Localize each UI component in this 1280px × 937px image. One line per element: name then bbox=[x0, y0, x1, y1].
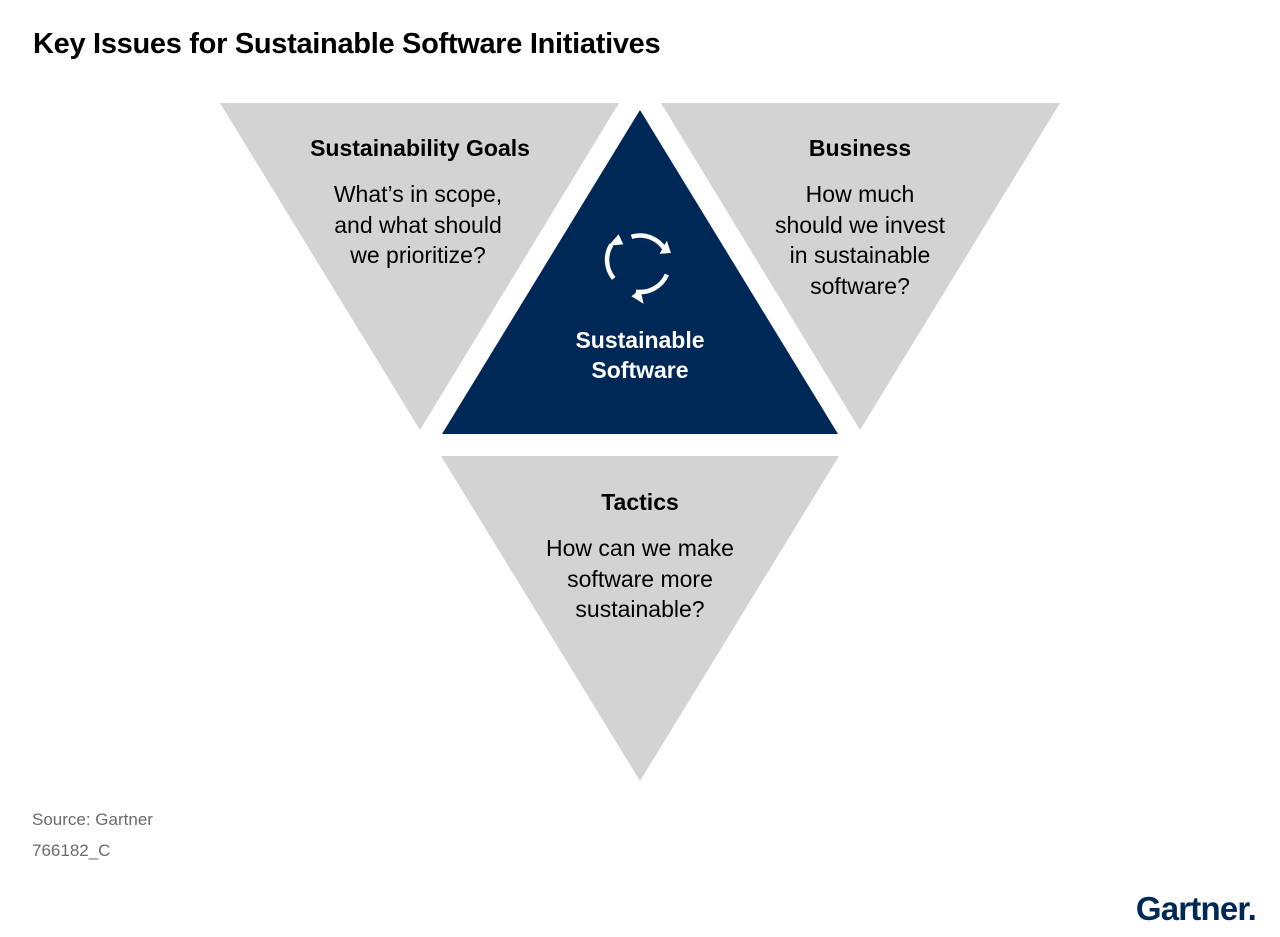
sustainability-goals-triangle bbox=[220, 103, 619, 430]
sustainability-goals-question: What’s in scope, and what should we prio… bbox=[333, 181, 503, 268]
sustainability-goals-heading: Sustainability Goals bbox=[310, 135, 530, 161]
gartner-logo-dot: . bbox=[1247, 890, 1257, 927]
business-heading: Business bbox=[808, 135, 912, 161]
gartner-logo: Gartner. bbox=[1135, 890, 1257, 928]
recycle-arrows-icon bbox=[604, 233, 671, 304]
tactics-question: How can we make software more sustainabl… bbox=[546, 535, 734, 622]
business-question: How much should we invest in sustainable… bbox=[774, 181, 946, 299]
tactics-heading: Tactics bbox=[601, 489, 679, 515]
gartner-logo-text: Gartner bbox=[1135, 890, 1249, 927]
page-title: Key Issues for Sustainable Software Init… bbox=[33, 28, 661, 60]
sustainable-software-label: Sustainable Software bbox=[575, 327, 705, 383]
tactics-triangle bbox=[441, 456, 839, 781]
sustainable-software-triangle bbox=[442, 110, 838, 434]
business-triangle bbox=[661, 103, 1060, 430]
document-id: 766182_C bbox=[32, 841, 111, 860]
source-note: Source: Gartner bbox=[32, 810, 153, 829]
